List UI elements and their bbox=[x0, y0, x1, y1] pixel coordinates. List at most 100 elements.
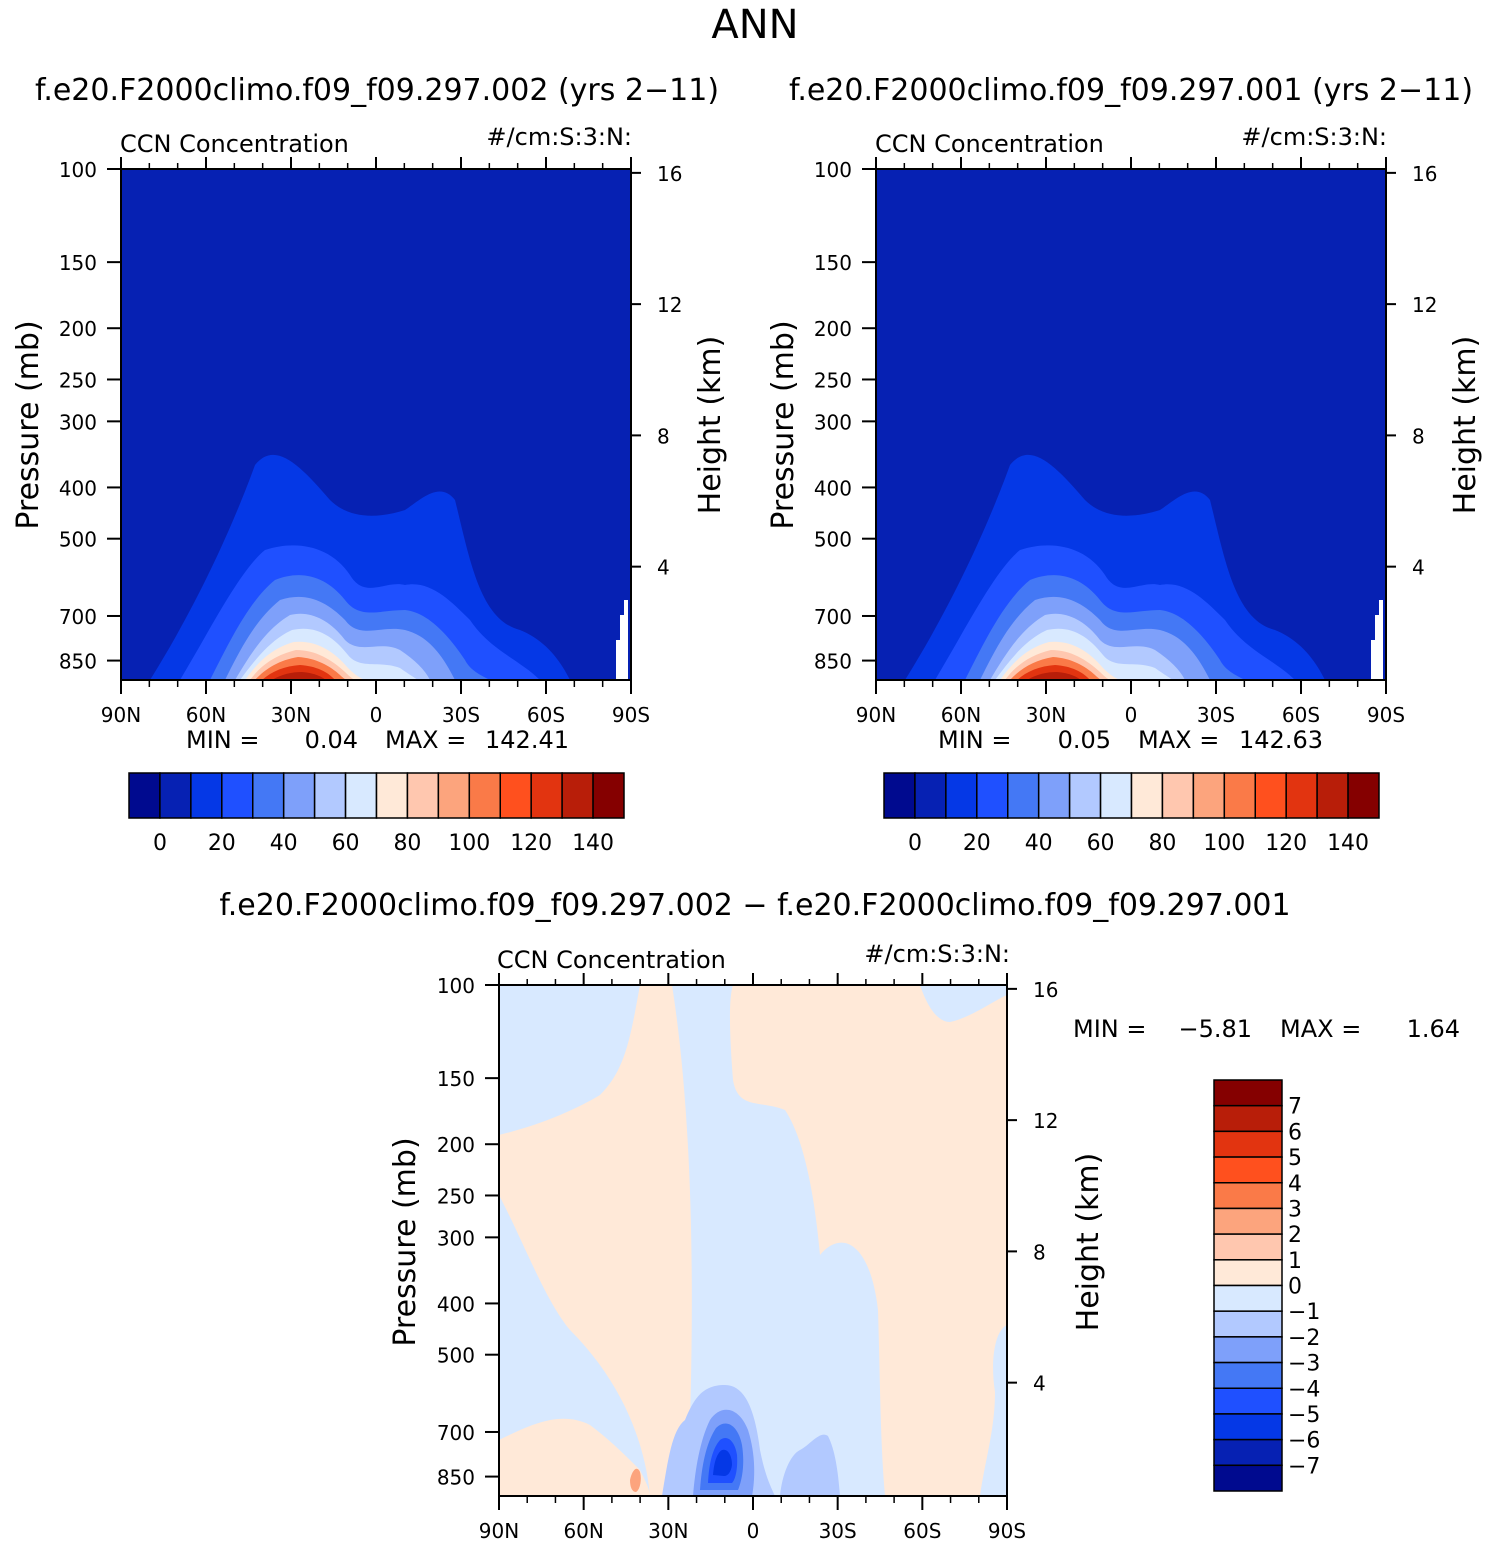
panel2-colorbar-label: 20 bbox=[963, 831, 991, 856]
panel1-title: f.e20.F2000climo.f09_f09.297.002 (yrs 2−… bbox=[35, 73, 719, 108]
panel2-colorbar-label: 120 bbox=[1265, 831, 1307, 856]
panel1-colorbar-box bbox=[499, 772, 532, 819]
panel1-colorbar-box bbox=[406, 772, 440, 819]
panel3-colorbar-box bbox=[1213, 1284, 1283, 1312]
panel2-colorbar-box bbox=[914, 772, 947, 819]
panel1-min-label: MIN = bbox=[186, 726, 259, 754]
panel2-min-label: MIN = bbox=[938, 726, 1011, 754]
panel3-colorbar-label: 6 bbox=[1288, 1120, 1302, 1145]
panel1-ytick-right-label: 12 bbox=[657, 293, 682, 317]
panel2-ytick-right-label: 16 bbox=[1412, 162, 1437, 186]
panel2-title: f.e20.F2000climo.f09_f09.297.001 (yrs 2−… bbox=[789, 73, 1473, 108]
panel3-max-label: MAX = bbox=[1280, 1015, 1361, 1043]
panel1-colorbar-label: 140 bbox=[572, 831, 614, 856]
panel1-colorbar-box bbox=[344, 772, 378, 819]
panel2-colorbar-label: 100 bbox=[1203, 831, 1245, 856]
panel2-colorbar-box bbox=[1347, 772, 1380, 819]
panel3-colorbar-label: −1 bbox=[1288, 1300, 1320, 1325]
panel2-left-label: CCN Concentration bbox=[875, 130, 1104, 158]
panel3-ytick-right-label: 16 bbox=[1033, 978, 1058, 1002]
panel1-ytick-label: 700 bbox=[59, 605, 97, 629]
panel2-ytick-right-label: 8 bbox=[1412, 424, 1425, 448]
panel3-colorbar-box bbox=[1213, 1438, 1283, 1467]
panel1-colorbar-label: 0 bbox=[153, 831, 167, 856]
page-title: ANN bbox=[711, 2, 798, 48]
panel2-colorbar: 0 20 40 60 80 100 120 140 bbox=[883, 772, 1380, 856]
panel2-colorbar-box bbox=[1254, 772, 1287, 819]
panel3-ytick-label: 700 bbox=[437, 1421, 475, 1445]
panel3-colorbar-label: 1 bbox=[1288, 1249, 1302, 1274]
panel2-ytick-label: 250 bbox=[814, 368, 852, 392]
panel1-colorbar-box bbox=[313, 772, 347, 819]
panel3-colorbar-box bbox=[1213, 1233, 1283, 1261]
panel1-ytick-right-label: 4 bbox=[657, 556, 670, 580]
panel2-ytick-label: 100 bbox=[814, 158, 852, 182]
panel2-colorbar-box bbox=[1161, 772, 1195, 819]
panel3-colorbar-label: 3 bbox=[1288, 1197, 1302, 1222]
panel1-colorbar-box bbox=[252, 772, 285, 819]
panel1-colorbar-label: 60 bbox=[332, 831, 360, 856]
panel1-colorbar: 0 20 40 60 80 100 120 140 bbox=[128, 772, 625, 856]
panel2-colorbar-box bbox=[1316, 772, 1349, 819]
panel3-colorbar-box bbox=[1213, 1104, 1283, 1133]
panel3-colorbar-label: 0 bbox=[1288, 1275, 1302, 1300]
panel3-colorbar-label: 4 bbox=[1288, 1172, 1302, 1197]
panel2-ytick-label: 150 bbox=[814, 251, 852, 275]
panel3-colorbar-box bbox=[1213, 1336, 1283, 1364]
panel3-ylabel-right: Height (km) bbox=[1071, 1153, 1106, 1332]
panel3-ytick-right-label: 8 bbox=[1033, 1240, 1046, 1264]
panel1-xtick-label: 0 bbox=[370, 703, 383, 727]
panel2-contour-band bbox=[1027, 672, 1081, 680]
panel1-colorbar-label: 20 bbox=[208, 831, 236, 856]
panel3-xtick-label: 0 bbox=[747, 1519, 760, 1543]
panel2-colorbar-box bbox=[1007, 772, 1040, 819]
panel2-xtick-label: 0 bbox=[1125, 703, 1138, 727]
panel3-min-value: −5.81 bbox=[1178, 1015, 1252, 1043]
panel3-colorbar-box bbox=[1213, 1156, 1283, 1184]
panel1-colorbar-box bbox=[468, 772, 501, 819]
panel1-colorbar-box bbox=[561, 772, 594, 819]
panel3-left-label: CCN Concentration bbox=[497, 946, 726, 974]
panel1-xtick-label: 90N bbox=[101, 703, 141, 727]
panel1-xtick-label: 30N bbox=[271, 703, 311, 727]
panel2-axes: 100 150 200 250 300 400 500 700 850 16 12 8 4 90N 60N 3… bbox=[814, 157, 1437, 727]
panel1-ytick-label: 300 bbox=[59, 410, 97, 434]
panel2-min-value: 0.05 bbox=[1058, 726, 1111, 754]
panel2-colorbar-box bbox=[1068, 772, 1102, 819]
panel2-colorbar-box bbox=[883, 772, 916, 819]
panel3-ytick-label: 150 bbox=[437, 1067, 475, 1091]
panel1-ytick-label: 150 bbox=[59, 251, 97, 275]
panel3-negative-band bbox=[780, 1434, 840, 1496]
panel1-ytick-label: 100 bbox=[59, 158, 97, 182]
panel1-xtick-label: 30S bbox=[442, 703, 480, 727]
panel3-colorbar-box bbox=[1213, 1310, 1283, 1338]
panel3-colorbar-box bbox=[1213, 1130, 1283, 1158]
panel3-ytick-right-label: 12 bbox=[1033, 1109, 1058, 1133]
panel3-xtick-label: 30S bbox=[819, 1519, 857, 1543]
panel3-colorbar-box bbox=[1213, 1207, 1283, 1235]
panel1-colorbar-box bbox=[190, 772, 223, 819]
panel2-ylabel: Pressure (mb) bbox=[766, 320, 801, 529]
panel3-colorbar-box bbox=[1213, 1361, 1283, 1389]
panel2-ylabel-right: Height (km) bbox=[1448, 336, 1483, 515]
panel3-max-value: 1.64 bbox=[1407, 1015, 1460, 1043]
panel1-colorbar-box bbox=[375, 772, 409, 819]
panel1-ytick-label: 500 bbox=[59, 528, 97, 552]
panel1-ytick-right-label: 16 bbox=[657, 162, 682, 186]
panel3-ytick-label: 300 bbox=[437, 1226, 475, 1250]
panel2-max-label: MAX = bbox=[1138, 726, 1219, 754]
panel3-positive-band bbox=[729, 985, 1007, 1496]
panel3-colorbar-label: −3 bbox=[1288, 1352, 1320, 1377]
panel3-ytick-label: 100 bbox=[437, 974, 475, 998]
panel1-ytick-label: 200 bbox=[59, 317, 97, 341]
panel1-colorbar-label: 100 bbox=[448, 831, 490, 856]
panel3-ytick-label: 850 bbox=[437, 1466, 475, 1490]
diff-title: f.e20.F2000climo.f09_f09.297.002 − f.e20… bbox=[219, 888, 1290, 923]
panel3-xtick-label: 30N bbox=[648, 1519, 688, 1543]
panel2-colorbar-label: 140 bbox=[1327, 831, 1369, 856]
panel3-axes: 100 150 200 250 300 400 500 700 850 16 12 8 4 90N 60N 3… bbox=[437, 973, 1058, 1543]
panel2-colorbar-box bbox=[1192, 772, 1226, 819]
